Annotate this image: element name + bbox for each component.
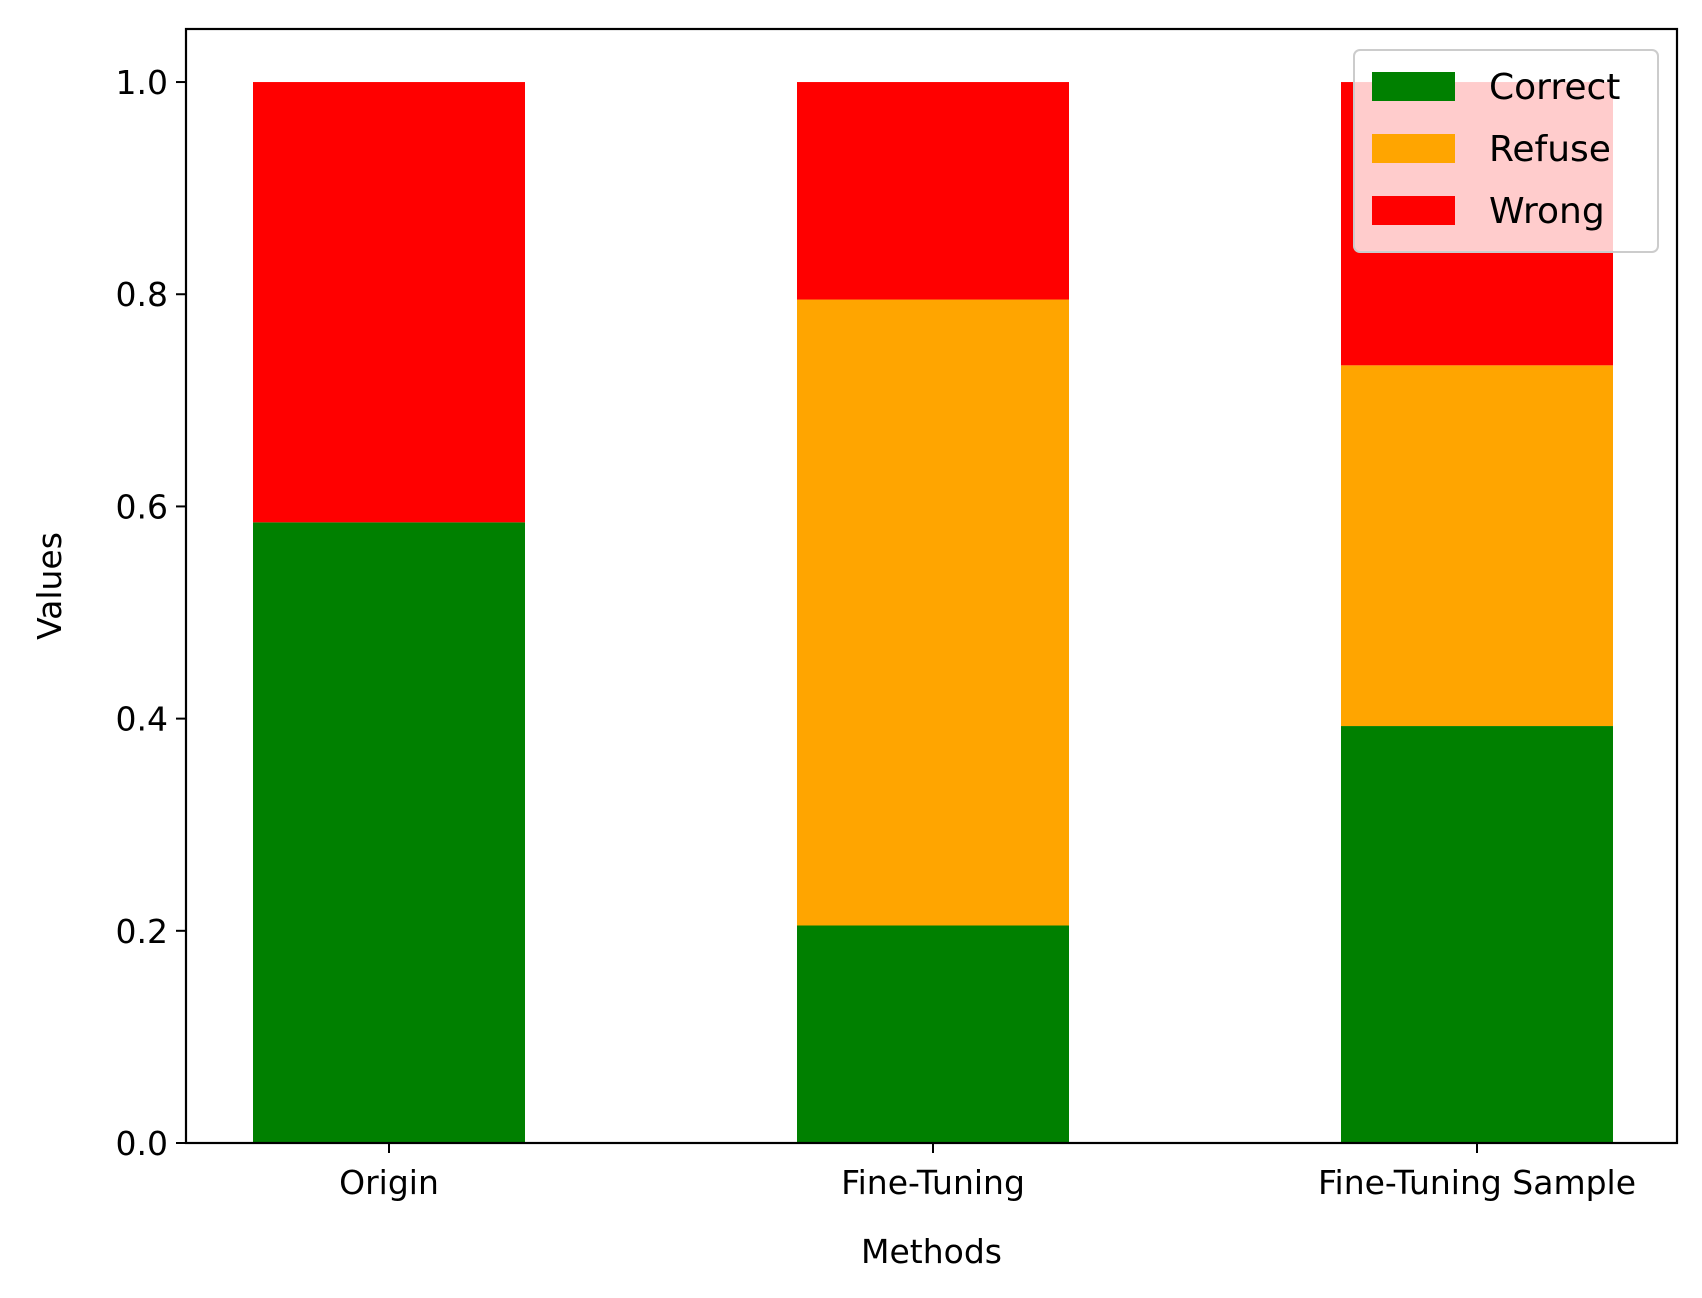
- x-axis-label: Methods: [861, 1232, 1002, 1271]
- y-axis-label: Values: [30, 532, 69, 640]
- legend: Correct Refuse Wrong: [1353, 49, 1659, 253]
- plot-frame: [184, 27, 1679, 1145]
- legend-swatch-refuse: [1372, 134, 1455, 163]
- y-tick-label: 0.6: [116, 487, 168, 526]
- x-tick-label: Origin: [339, 1163, 439, 1202]
- y-axis: 0.0 0.2 0.4 0.6 0.8 1.0: [116, 63, 186, 1163]
- legend-swatch-wrong: [1372, 196, 1455, 225]
- bar-correct-2: [797, 925, 1069, 1143]
- x-tick-label: Fine-Tuning Sample: [1318, 1163, 1636, 1202]
- y-tick-label: 0.0: [116, 1124, 168, 1163]
- bar-refuse-3: [1341, 365, 1613, 727]
- x-axis: Origin Fine-Tuning Fine-Tuning Sample: [339, 1143, 1636, 1202]
- legend-swatch-correct: [1372, 72, 1455, 101]
- bar-correct-3: [1341, 726, 1613, 1143]
- bars-layer: [253, 82, 1613, 1143]
- legend-label-correct: Correct: [1489, 67, 1620, 108]
- bar-wrong-1: [253, 82, 525, 523]
- y-tick-label: 0.4: [116, 700, 168, 739]
- y-tick-label: 0.2: [116, 912, 168, 951]
- y-tick-label: 0.8: [116, 275, 168, 314]
- legend-label-wrong: Wrong: [1489, 191, 1605, 232]
- bar-wrong-2: [797, 82, 1069, 300]
- bar-refuse-2: [797, 299, 1069, 926]
- bar-correct-1: [253, 522, 525, 1143]
- legend-label-refuse: Refuse: [1489, 129, 1611, 170]
- x-tick-label: Fine-Tuning: [841, 1163, 1025, 1202]
- y-tick-label: 1.0: [116, 63, 168, 102]
